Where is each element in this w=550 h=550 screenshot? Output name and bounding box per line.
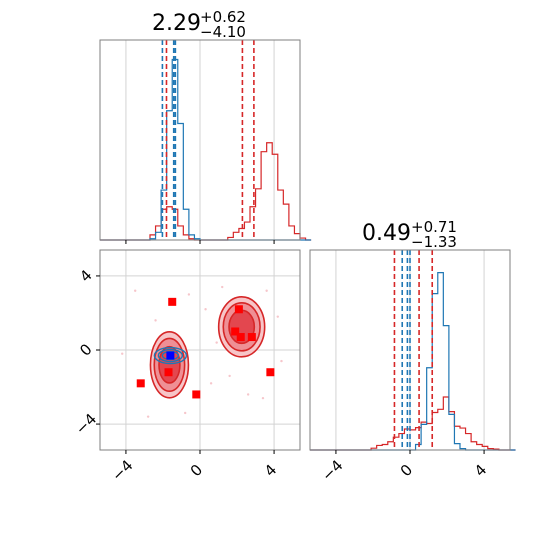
joint-ytick-label-0: −4 [72, 410, 100, 438]
hist-y-red-series [310, 396, 516, 451]
joint-red-marker-4 [231, 327, 240, 336]
hist-y-blue-series [310, 272, 516, 451]
joint-blue-contour-level-1 [157, 348, 184, 363]
hist-y-xtick-label-2: 4 [471, 461, 490, 480]
joint-background-point-11 [154, 319, 157, 322]
joint-background-point-1 [146, 415, 150, 418]
joint-xtick-label-0: −4 [108, 456, 136, 484]
joint-background-point-0 [133, 289, 137, 292]
marginal-histogram-y: −4 0 4 [309, 249, 516, 485]
marginal-histogram-x [99, 39, 312, 244]
hist-x-blue-series [100, 58, 312, 241]
title-x-plus: +0.62 [200, 8, 246, 26]
joint-background-point-13 [183, 411, 187, 415]
joint-background-point-7 [121, 352, 124, 355]
joint-red-marker-7 [247, 333, 256, 342]
title-y-minus: −1.33 [411, 233, 457, 251]
joint-red-marker-3 [192, 390, 201, 399]
joint-background-point-12 [265, 289, 268, 292]
joint-red-marker-6 [236, 333, 245, 342]
joint-background-point-10 [228, 374, 231, 378]
joint-red-marker-5 [234, 305, 243, 314]
joint-contour-panel: −4 0 4 −4 0 4 [72, 249, 301, 485]
joint-red-marker-1 [136, 379, 145, 388]
joint-red-contour-mode-1-level-2 [158, 345, 181, 384]
joint-background-point-9 [204, 308, 207, 311]
joint-red-marker-2 [164, 368, 173, 377]
joint-background-point-5 [187, 293, 191, 296]
joint-background-point-3 [261, 396, 265, 400]
hist-y-xtick-label-1: 0 [397, 461, 416, 480]
joint-background-point-4 [209, 382, 213, 385]
joint-red-marker-0 [168, 297, 177, 306]
joint-background-point-15 [215, 341, 218, 344]
joint-blue-contour-level-0 [153, 346, 188, 365]
hist-x-red-series [100, 142, 312, 241]
title-x-minus: −4.10 [200, 23, 246, 41]
joint-background-point-6 [276, 315, 279, 318]
hist-y-xtick-label-0: −4 [318, 456, 346, 484]
title-x: 2.29 [152, 11, 201, 36]
joint-blue-marker-0 [166, 351, 175, 360]
joint-xtick-label-2: 4 [261, 461, 280, 480]
title-y-plus: +0.71 [411, 218, 457, 236]
joint-xtick-label-1: 0 [187, 461, 206, 480]
joint-ytick-label-2: 4 [76, 266, 95, 285]
joint-background-point-8 [246, 393, 250, 396]
joint-background-point-2 [221, 285, 224, 289]
joint-ytick-label-1: 0 [76, 340, 95, 359]
title-y: 0.49 [362, 221, 411, 246]
joint-background-point-14 [280, 359, 283, 363]
joint-red-marker-8 [266, 368, 275, 377]
